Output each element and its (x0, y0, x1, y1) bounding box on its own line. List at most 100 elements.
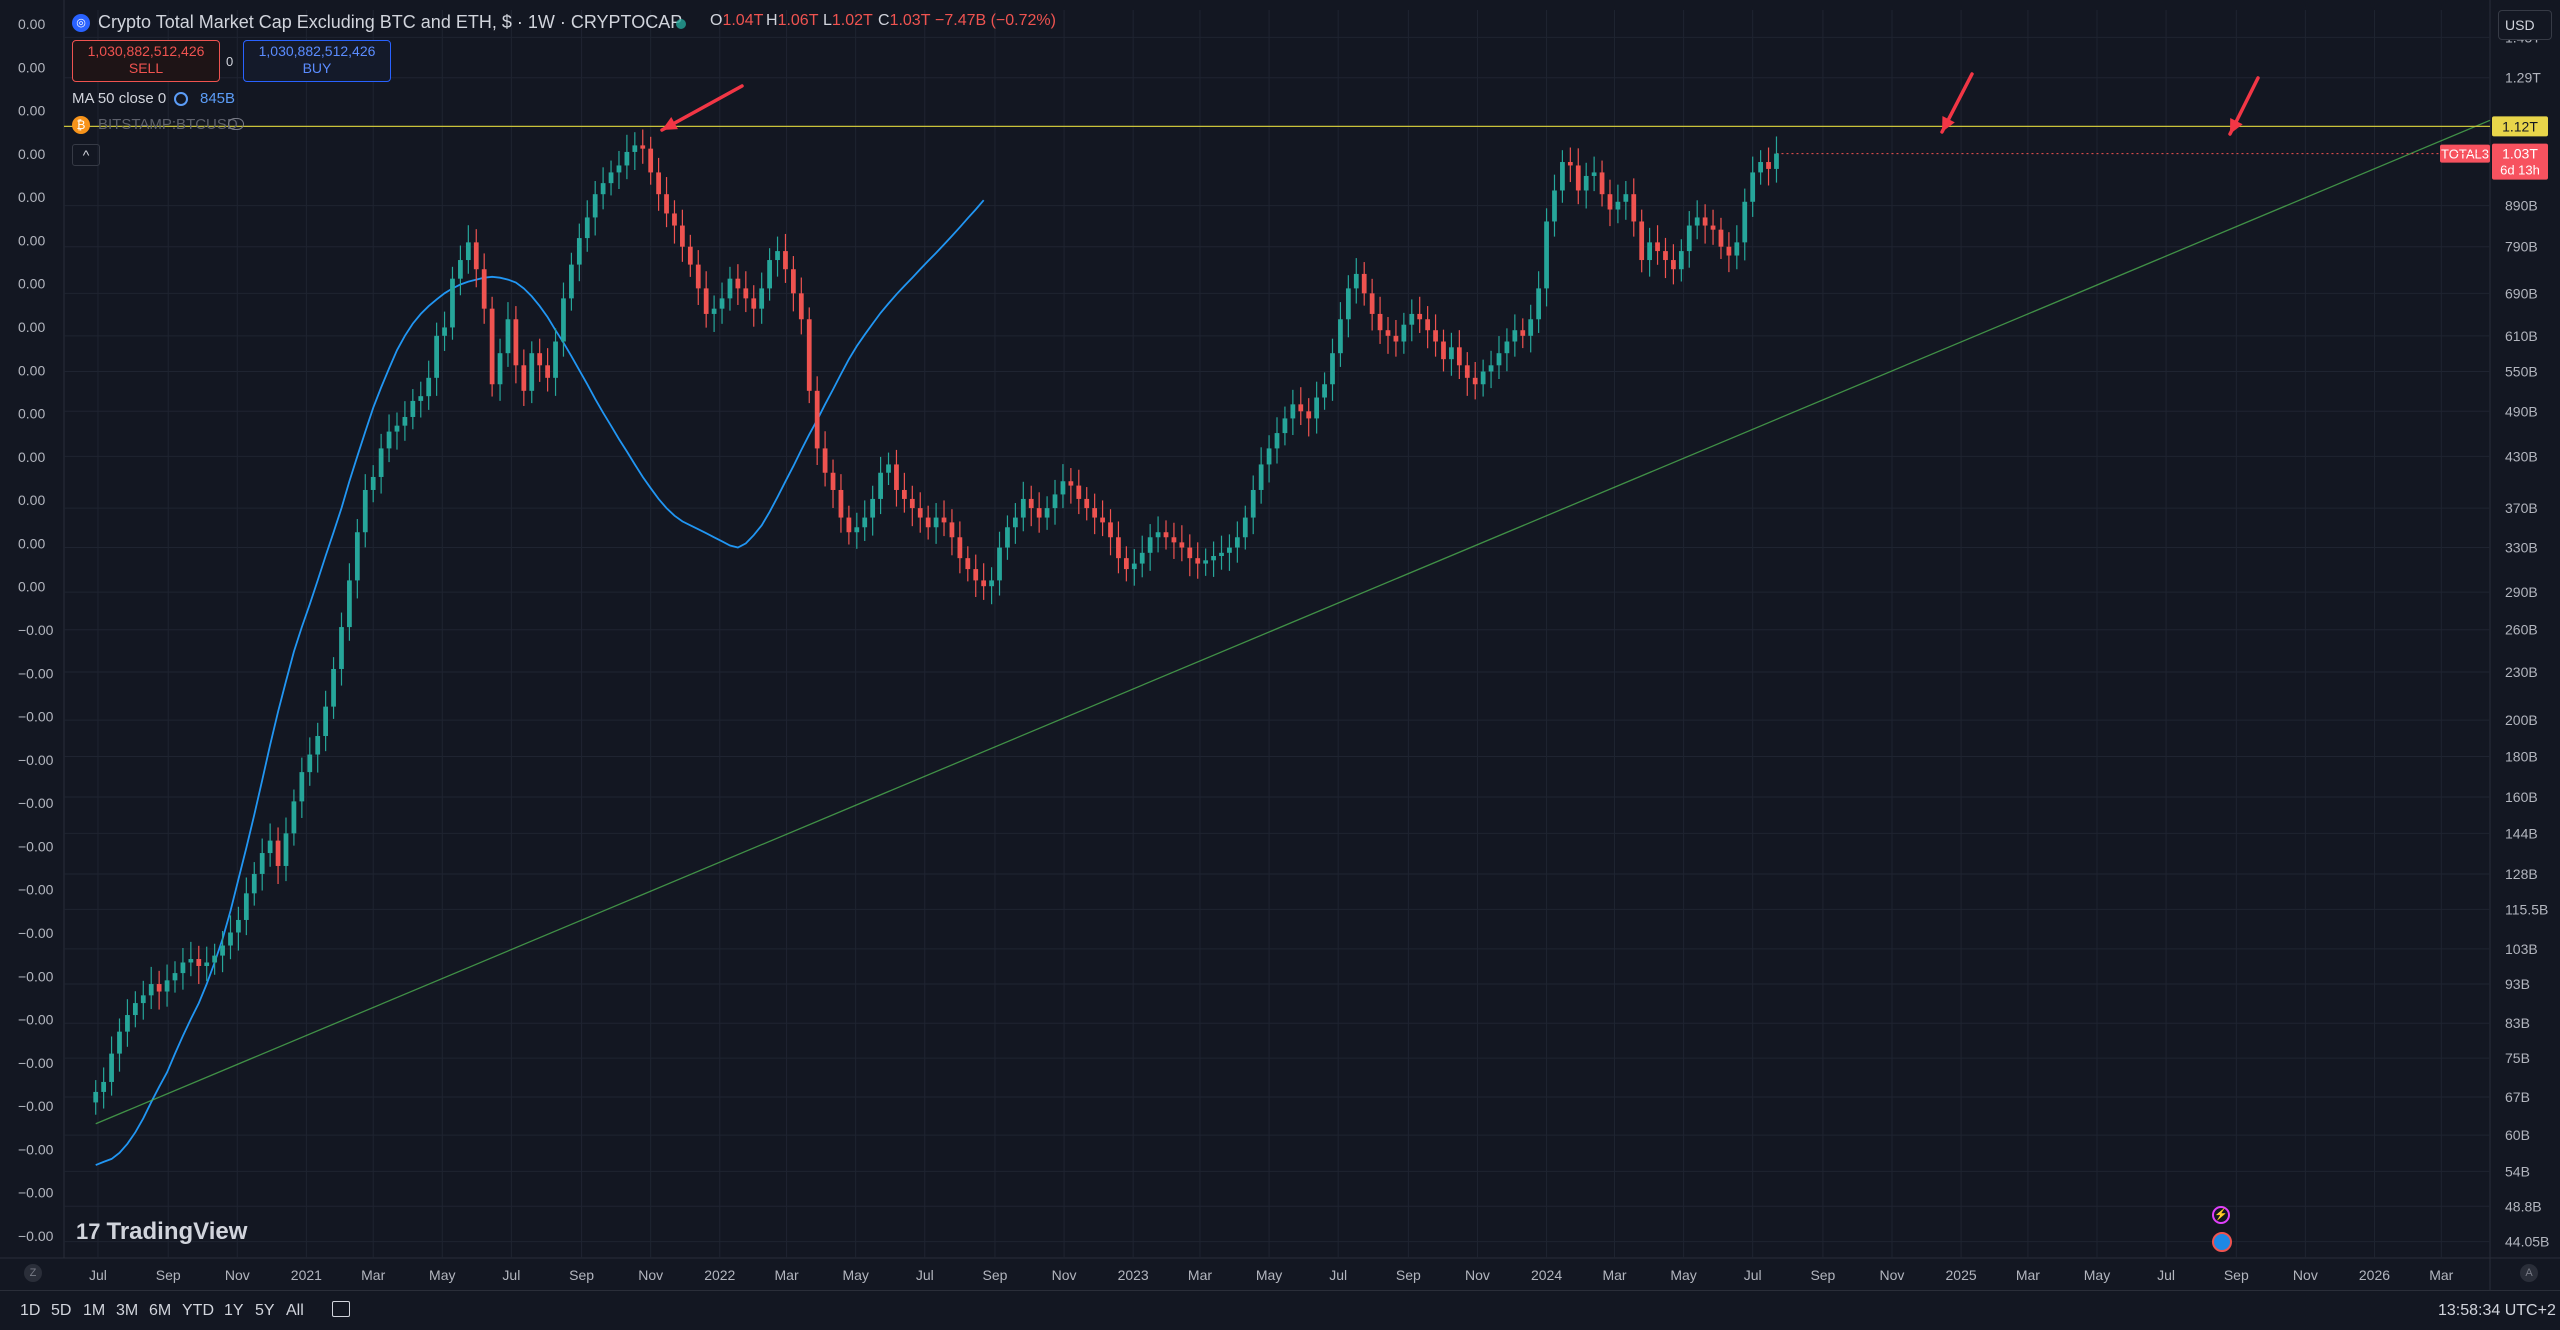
left-scale-tick-label: −0.00 (18, 1055, 54, 1071)
candle-body (854, 527, 860, 533)
eye-hidden-icon[interactable] (228, 118, 244, 130)
candle (1092, 493, 1098, 535)
symbol-badge (2440, 144, 2490, 163)
timeframe-all[interactable]: All (286, 1302, 304, 1319)
candle (442, 311, 447, 351)
candle-body (497, 353, 503, 385)
sell-button[interactable]: 1,030,882,512,426 SELL (72, 40, 220, 82)
candles (93, 129, 1779, 1115)
candle (1742, 188, 1748, 261)
compare-symbol-label[interactable]: BITSTAMP:BTCUSD (98, 116, 238, 133)
candle-body (513, 319, 519, 366)
clock[interactable]: 13:58:34 UTC+2 (2438, 1302, 2556, 1319)
candle-body (846, 517, 852, 533)
candle-body (1512, 330, 1518, 342)
candle (687, 234, 693, 277)
candle-body (1750, 172, 1756, 202)
candle (465, 225, 471, 274)
timeframe-1d[interactable]: 1D (20, 1302, 41, 1319)
candle-body (1607, 194, 1613, 210)
candle (798, 277, 804, 335)
candle (1774, 136, 1779, 183)
candle (1567, 147, 1573, 183)
candle (1290, 389, 1296, 436)
timeframe-1m[interactable]: 1M (83, 1302, 106, 1319)
candle (576, 223, 582, 282)
time-tick-label: May (1256, 1267, 1282, 1283)
candle-body (775, 251, 780, 261)
flash-icon[interactable]: ⚡ (2212, 1206, 2230, 1224)
candle (1345, 275, 1351, 338)
time-tick-label: May (842, 1267, 868, 1283)
candle (1694, 200, 1700, 240)
left-scale-tick-label: 0.00 (18, 406, 45, 422)
candle (1544, 208, 1549, 307)
candle (600, 167, 606, 210)
left-scale-tick-label: −0.00 (18, 709, 54, 725)
left-scale-tick-label: 0.00 (18, 579, 45, 595)
auto-scale-icon[interactable]: A (2520, 1264, 2538, 1282)
candle (1750, 156, 1756, 217)
candle-body (1480, 371, 1486, 385)
candle (1528, 304, 1534, 353)
time-tick-label: Mar (2429, 1267, 2453, 1283)
timeframe-ytd[interactable]: YTD (182, 1302, 214, 1319)
candle-body (695, 264, 701, 289)
candle (1282, 406, 1288, 446)
timeframe-3m[interactable]: 3M (116, 1302, 139, 1319)
arrow-annotation (660, 84, 744, 132)
price-tick-label: 230B (2505, 664, 2538, 680)
calendar-icon[interactable] (332, 1301, 350, 1317)
symbol-title[interactable]: Crypto Total Market Cap Excluding BTC an… (98, 12, 683, 32)
candle (1639, 209, 1645, 273)
candle-body (592, 194, 598, 218)
currency-select[interactable]: USD (2498, 10, 2552, 40)
candle-body (1116, 537, 1121, 559)
candle-body (93, 1091, 99, 1103)
candle (806, 307, 812, 404)
timeframe-5d[interactable]: 5D (51, 1302, 72, 1319)
candle-body (109, 1053, 114, 1082)
bitcoin-icon: ₿ (72, 116, 90, 134)
candle-body (1060, 481, 1066, 495)
candle-body (283, 833, 289, 866)
time-tick-label: 2023 (1118, 1267, 1149, 1283)
candle (854, 512, 860, 549)
us-flag-icon[interactable] (2212, 1232, 2232, 1252)
buy-button[interactable]: 1,030,882,512,426 BUY (243, 40, 391, 82)
left-scale-tick-label: 0.00 (18, 232, 45, 248)
candle-body (1401, 324, 1407, 342)
left-scale-tick-label: −0.00 (18, 752, 54, 768)
candle (1227, 534, 1232, 571)
timeframe-5y[interactable]: 5Y (255, 1302, 275, 1319)
candle (180, 947, 186, 990)
candle-body (370, 476, 376, 490)
timeframe-6m[interactable]: 6M (149, 1302, 172, 1319)
candle-body (957, 537, 963, 559)
candle-body (1131, 563, 1137, 570)
candle (481, 253, 487, 324)
time-tick-label: Jul (502, 1267, 520, 1283)
candle-body (1552, 190, 1557, 222)
candle-body (1639, 221, 1645, 261)
price-tick-label: 54B (2505, 1163, 2530, 1179)
price-tick-label: 115.5B (2505, 901, 2548, 917)
time-tick-label: Jul (2157, 1267, 2175, 1283)
candle (362, 474, 368, 548)
price-tick-label: 610B (2505, 328, 2538, 344)
candle (1219, 535, 1224, 570)
collapse-legend-button[interactable]: ^ (72, 144, 100, 166)
candle (228, 915, 233, 960)
candle-body (1567, 162, 1573, 166)
candle (814, 376, 820, 465)
timeframe-1y[interactable]: 1Y (224, 1302, 244, 1319)
timezone-icon[interactable]: Z (24, 1264, 42, 1282)
candle (172, 961, 178, 993)
time-tick-label: Nov (2293, 1267, 2318, 1283)
candle-body (228, 932, 233, 946)
candle (1187, 534, 1193, 577)
candle (204, 946, 210, 982)
ma-indicator-label[interactable]: MA 50 close 0 (72, 90, 167, 107)
time-tick-label: May (1670, 1267, 1696, 1283)
